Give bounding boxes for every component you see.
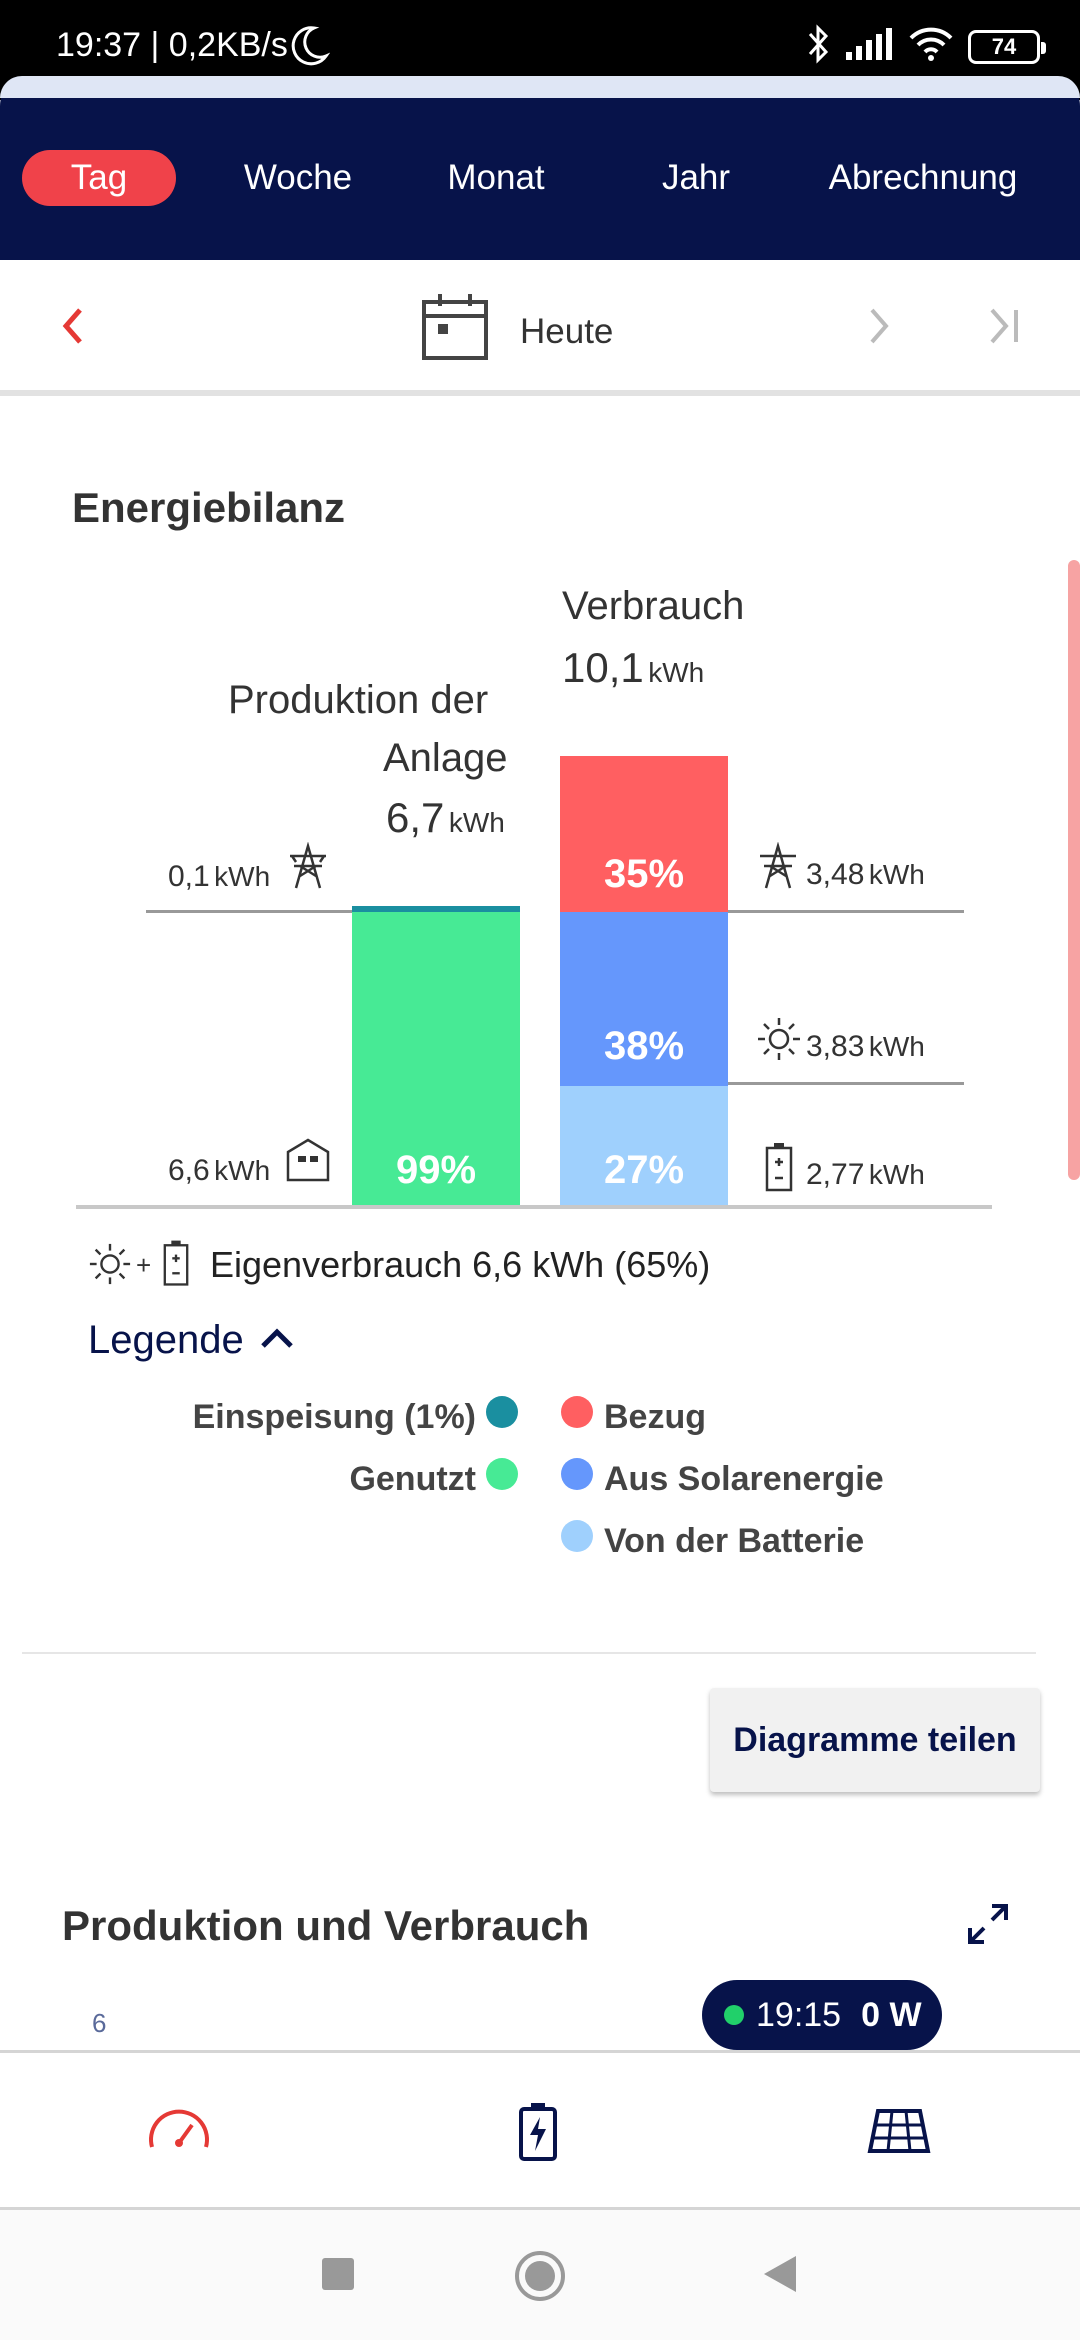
tab-monat[interactable]: Monat <box>447 158 545 197</box>
legend-battery-label: Von der Batterie <box>604 1522 865 1560</box>
moon-icon <box>290 24 331 73</box>
tab-abrechnung[interactable]: Abrechnung <box>828 158 1018 197</box>
legend-grid-dot <box>561 1396 593 1428</box>
axis-tick-label: 6 <box>92 2008 107 2038</box>
battery-icon <box>764 1142 794 1197</box>
solar-panel-icon[interactable] <box>866 2107 932 2160</box>
battery-icon <box>162 1238 190 1293</box>
calendar-icon[interactable] <box>420 292 490 371</box>
sun-icon <box>88 1242 132 1291</box>
skip-to-end-icon[interactable] <box>986 304 1022 353</box>
consumption-battery-percent: 27% <box>603 1148 685 1192</box>
battery-indicator: 74 <box>968 29 1046 64</box>
battery-charging-icon[interactable] <box>518 2101 558 2166</box>
solar-consumption-value: 3,83 kWh <box>806 1030 925 1063</box>
section-title-production-consumption: Produktion und Verbrauch <box>62 1902 590 1949</box>
expand-icon[interactable] <box>966 1902 1010 1951</box>
chevron-left-icon[interactable] <box>58 304 86 353</box>
tab-woche[interactable]: Woche <box>243 158 353 197</box>
solar-level-line-right <box>728 1082 964 1085</box>
signal-icon <box>844 26 894 67</box>
legend-title: Legende <box>88 1318 244 1362</box>
legend-grid-label: Bezug <box>604 1398 706 1436</box>
grid-level-line-right <box>728 910 964 913</box>
sun-icon <box>756 1016 802 1067</box>
pylon-icon <box>756 841 800 895</box>
tab-jahr[interactable]: Jahr <box>661 158 731 197</box>
gauge-icon[interactable] <box>146 2103 212 2158</box>
period-tabs: Tag Woche Monat Jahr Abrechnung <box>0 76 1080 260</box>
chevron-right-icon[interactable] <box>866 304 894 353</box>
legend-used-label: Genutzt <box>349 1460 476 1498</box>
battery-consumption-value: 2,77 kWh <box>806 1158 925 1191</box>
legend-battery-dot <box>561 1520 593 1552</box>
consumption-grid-percent: 35% <box>603 852 685 896</box>
production-used-percent: 99% <box>395 1148 477 1192</box>
consumption-solar-percent: 38% <box>603 1024 685 1068</box>
bluetooth-icon <box>806 24 830 69</box>
date-navigation: Heute <box>0 260 1080 396</box>
used-value: 6,6 kWh <box>168 1154 271 1187</box>
consumption-label: Verbrauch <box>562 584 745 628</box>
legend-solar-label: Aus Solarenergie <box>604 1460 884 1498</box>
section-title-energiebilanz: Energiebilanz <box>72 484 346 531</box>
tab-tag[interactable]: Tag <box>22 150 176 206</box>
bar-production-used <box>352 912 520 1205</box>
section-divider <box>22 1652 1036 1654</box>
current-value-tooltip: 19:15 0 W <box>702 1980 942 2050</box>
grid-import-value: 3,48 kWh <box>806 858 925 891</box>
back-icon[interactable] <box>762 2254 798 2299</box>
self-consumption-summary: Eigenverbrauch 6,6 kWh (65%) <box>210 1244 711 1285</box>
home-circle-icon[interactable] <box>514 2250 566 2307</box>
pylon-icon <box>286 841 330 895</box>
grid-level-line-left <box>146 910 352 913</box>
tooltip-value: 0 W <box>861 1995 922 2034</box>
production-label-line1: Produktion der <box>228 678 489 722</box>
bottom-navigation <box>0 2050 1080 2210</box>
bar-production-fed-in <box>352 906 520 912</box>
legend-toggle[interactable]: Legende <box>88 1318 294 1363</box>
plus-symbol: + <box>136 1250 152 1280</box>
chart-baseline <box>76 1205 992 1209</box>
share-charts-button[interactable]: Diagramme teilen <box>710 1688 1040 1792</box>
bar-consumption-grid <box>560 756 728 912</box>
legend-fed-in-label: Einspeisung (1%) <box>192 1398 476 1436</box>
bar-consumption-battery <box>560 1086 728 1205</box>
fed-in-value: 0,1 kWh <box>168 860 271 893</box>
stop-icon[interactable] <box>322 2258 354 2295</box>
production-total: 6,7 kWh <box>386 794 505 841</box>
legend-solar-dot <box>561 1458 593 1490</box>
wifi-icon <box>908 26 954 67</box>
date-label[interactable]: Heute <box>520 311 614 351</box>
bar-consumption-solar <box>560 912 728 1086</box>
house-icon <box>284 1138 332 1187</box>
consumption-total: 10,1 kWh <box>562 644 705 691</box>
scroll-indicator[interactable] <box>1068 560 1080 1180</box>
legend-fed-in-dot <box>486 1396 518 1428</box>
chevron-up-icon <box>260 1327 294 1354</box>
tooltip-time: 19:15 <box>756 1995 842 2034</box>
legend-used-dot <box>486 1458 518 1490</box>
system-navigation-bar <box>0 2210 1080 2340</box>
status-time: 19:37 | 0,2KB/s <box>56 26 288 64</box>
live-status-dot <box>724 2005 744 2025</box>
production-label-line2: Anlage <box>383 736 508 780</box>
